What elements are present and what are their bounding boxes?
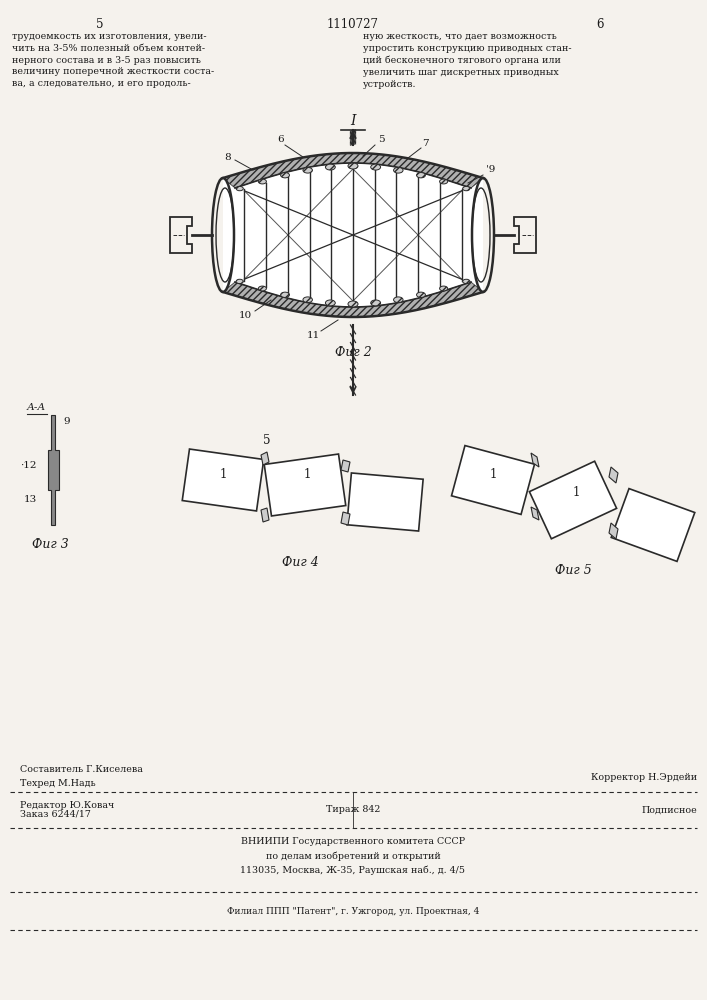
Polygon shape xyxy=(609,467,618,483)
Text: Фиг 3: Фиг 3 xyxy=(32,538,69,552)
Text: 1: 1 xyxy=(219,468,227,482)
Ellipse shape xyxy=(258,286,267,291)
Polygon shape xyxy=(612,489,695,561)
Polygon shape xyxy=(223,153,483,188)
Polygon shape xyxy=(223,282,483,317)
Text: I: I xyxy=(350,114,356,128)
Ellipse shape xyxy=(325,300,335,306)
Ellipse shape xyxy=(462,279,470,284)
Text: 9: 9 xyxy=(63,418,69,426)
Ellipse shape xyxy=(303,297,312,303)
Ellipse shape xyxy=(370,164,380,170)
Text: Фиг 2: Фиг 2 xyxy=(334,347,371,360)
Text: 11: 11 xyxy=(306,330,320,340)
Text: Фиг 5: Фиг 5 xyxy=(554,564,591,576)
Text: Филиал ППП "Патент", г. Ужгород, ул. Проектная, 4: Филиал ППП "Патент", г. Ужгород, ул. Про… xyxy=(227,906,479,916)
Ellipse shape xyxy=(325,164,335,170)
Ellipse shape xyxy=(416,292,426,297)
Ellipse shape xyxy=(236,279,243,284)
Text: 6: 6 xyxy=(278,135,284,144)
Ellipse shape xyxy=(440,179,448,184)
Text: А-А: А-А xyxy=(27,403,46,412)
Polygon shape xyxy=(182,449,264,511)
Text: ную жесткость, что дает возможность
упростить конструкцию приводных стан-
ций бе: ную жесткость, что дает возможность упро… xyxy=(363,32,572,89)
Ellipse shape xyxy=(370,300,380,306)
Text: '9: '9 xyxy=(486,165,496,174)
Text: ·12: ·12 xyxy=(21,460,37,470)
Polygon shape xyxy=(261,452,269,465)
Polygon shape xyxy=(223,153,483,317)
Ellipse shape xyxy=(394,297,403,303)
Text: 1110727: 1110727 xyxy=(327,18,379,31)
Polygon shape xyxy=(48,415,59,525)
Polygon shape xyxy=(531,453,539,467)
Polygon shape xyxy=(341,512,350,525)
Ellipse shape xyxy=(281,173,289,178)
Polygon shape xyxy=(514,217,536,253)
Text: 1: 1 xyxy=(303,468,310,482)
Ellipse shape xyxy=(462,186,470,191)
Polygon shape xyxy=(452,446,534,514)
Polygon shape xyxy=(170,217,192,253)
Text: 1: 1 xyxy=(572,487,580,499)
Text: по делам изобретений и открытий: по делам изобретений и открытий xyxy=(266,851,440,861)
Ellipse shape xyxy=(394,167,403,173)
Polygon shape xyxy=(347,473,423,531)
Text: Редактор Ю.Ковач: Редактор Ю.Ковач xyxy=(20,802,115,810)
Polygon shape xyxy=(261,508,269,522)
Ellipse shape xyxy=(440,286,448,291)
Ellipse shape xyxy=(303,167,312,173)
Text: Подписное: Подписное xyxy=(641,806,697,814)
Text: 10: 10 xyxy=(238,310,252,320)
Text: 13: 13 xyxy=(24,495,37,504)
Text: 6: 6 xyxy=(596,18,604,31)
Text: 5: 5 xyxy=(378,135,385,144)
Polygon shape xyxy=(531,507,539,520)
Text: Заказ 6244/17: Заказ 6244/17 xyxy=(20,810,91,818)
Polygon shape xyxy=(530,461,617,539)
Ellipse shape xyxy=(348,163,358,169)
Text: трудоемкость их изготовления, увели-
чить на 3-5% полезный объем контей-
нерного: трудоемкость их изготовления, увели- чит… xyxy=(12,32,214,88)
Text: Техред М.Надь: Техред М.Надь xyxy=(20,778,95,788)
Ellipse shape xyxy=(258,179,267,184)
Text: Составитель Г.Киселева: Составитель Г.Киселева xyxy=(20,766,143,774)
Text: 5: 5 xyxy=(263,434,271,446)
Polygon shape xyxy=(609,523,618,539)
Text: 7: 7 xyxy=(421,138,428,147)
Text: 5: 5 xyxy=(96,18,104,31)
Ellipse shape xyxy=(281,292,289,297)
Text: 8: 8 xyxy=(225,152,231,161)
Polygon shape xyxy=(341,460,350,472)
Text: Фиг 4: Фиг 4 xyxy=(281,556,318,568)
Text: 1: 1 xyxy=(489,468,497,482)
Ellipse shape xyxy=(236,186,243,191)
Ellipse shape xyxy=(416,173,426,178)
Text: 113035, Москва, Ж-35, Раушская наб., д. 4/5: 113035, Москва, Ж-35, Раушская наб., д. … xyxy=(240,865,465,875)
Polygon shape xyxy=(264,454,346,516)
Text: Тираж 842: Тираж 842 xyxy=(326,806,380,814)
Text: Корректор Н.Эрдейи: Корректор Н.Эрдейи xyxy=(591,772,697,782)
Text: ВНИИПИ Государственного комитета СССР: ВНИИПИ Государственного комитета СССР xyxy=(241,838,465,846)
Ellipse shape xyxy=(348,301,358,307)
